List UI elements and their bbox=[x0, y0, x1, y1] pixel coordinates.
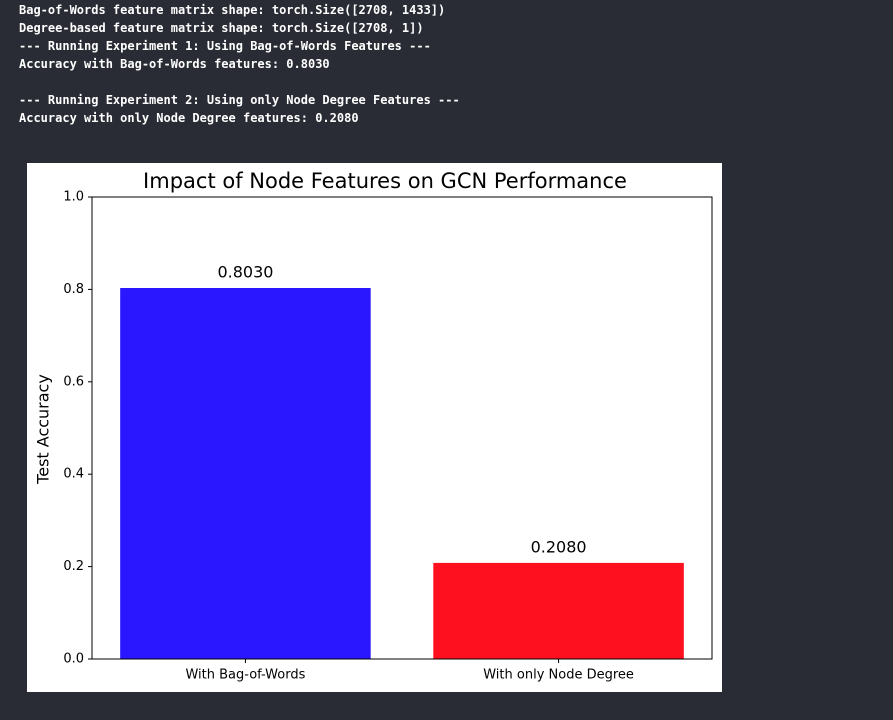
output-block: Bag-of-Words feature matrix shape: torch… bbox=[19, 1, 460, 73]
output-block: --- Running Experiment 2: Using only Nod… bbox=[19, 91, 460, 127]
axes-frame bbox=[91, 196, 713, 660]
output-line: Accuracy with only Node Degree features:… bbox=[19, 111, 359, 125]
console-output: Bag-of-Words feature matrix shape: torch… bbox=[19, 1, 460, 127]
output-line: --- Running Experiment 1: Using Bag-of-W… bbox=[19, 39, 431, 53]
y-tick-label: 0.8 bbox=[63, 282, 84, 297]
y-tick-label: 0.4 bbox=[63, 467, 84, 482]
value-label: 0.2080 bbox=[531, 537, 587, 556]
bar bbox=[433, 562, 684, 659]
output-line: Degree-based feature matrix shape: torch… bbox=[19, 21, 424, 35]
y-tick-label: 0.0 bbox=[63, 652, 84, 667]
bar bbox=[120, 288, 371, 659]
y-axis-label: Test Accuracy bbox=[34, 374, 53, 485]
y-tick-label: 0.2 bbox=[63, 559, 84, 574]
y-tick-label: 0.6 bbox=[63, 374, 84, 389]
chart: Impact of Node Features on GCN Performan… bbox=[27, 163, 722, 692]
y-tick-label: 1.0 bbox=[63, 190, 84, 205]
output-line: --- Running Experiment 2: Using only Nod… bbox=[19, 93, 460, 107]
x-tick-label: With only Node Degree bbox=[483, 668, 634, 683]
output-line: Accuracy with Bag-of-Words features: 0.8… bbox=[19, 57, 330, 71]
output-line: Bag-of-Words feature matrix shape: torch… bbox=[19, 3, 446, 17]
chart-title: Impact of Node Features on GCN Performan… bbox=[143, 169, 627, 193]
value-label: 0.8030 bbox=[217, 263, 273, 282]
x-tick-label: With Bag-of-Words bbox=[185, 668, 305, 683]
